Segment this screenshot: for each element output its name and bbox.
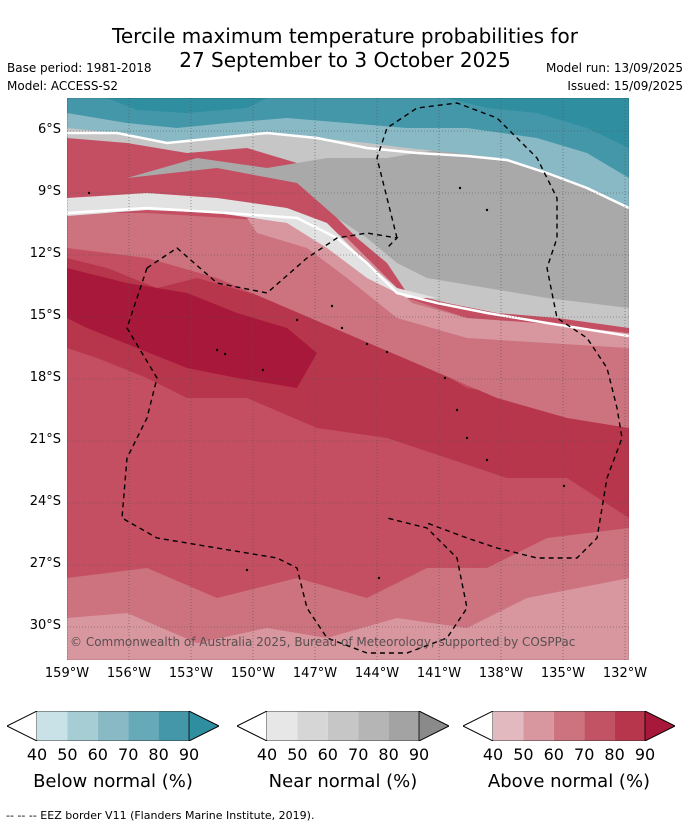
colorbar-segment bbox=[327, 711, 359, 741]
colorbar-min-arrow bbox=[237, 711, 268, 741]
colorbar-segment bbox=[37, 711, 68, 741]
colorbar-tick-label: 90 bbox=[634, 745, 656, 764]
lat-label: 15°S bbox=[29, 308, 61, 323]
lat-label: 9°S bbox=[37, 184, 61, 199]
colorbar-segment bbox=[158, 711, 189, 741]
colorbar-tick-label: 60 bbox=[317, 745, 338, 764]
colorbar-tick-label: 40 bbox=[482, 745, 504, 764]
above-normal-darkest-core bbox=[67, 268, 317, 388]
colorbar-segment bbox=[553, 711, 585, 741]
lat-label: 12°S bbox=[29, 246, 61, 261]
colorbar-segment bbox=[358, 711, 389, 741]
model-run: Model run: 13/09/2025 bbox=[545, 61, 683, 75]
eez-border-east bbox=[376, 102, 623, 559]
colorbar-segment bbox=[67, 711, 98, 741]
colorbar-segment bbox=[267, 711, 298, 741]
issued-date: Issued: 15/09/2025 bbox=[567, 79, 683, 93]
lat-label: 18°S bbox=[29, 370, 61, 385]
colorbar-tick-label: 60 bbox=[87, 745, 108, 764]
lat-label: 27°S bbox=[29, 556, 61, 571]
colorbar-tick-label: 90 bbox=[408, 745, 430, 764]
map-title-line1: Tercile maximum temperature probabilitie… bbox=[112, 24, 578, 48]
lon-label: 156°W bbox=[106, 666, 152, 681]
base-period: Base period: 1981-2018 bbox=[7, 61, 152, 75]
colorbar-segment bbox=[584, 711, 615, 741]
colorbar-label: Below normal (%) bbox=[33, 771, 193, 792]
lon-label: 144°W bbox=[354, 666, 400, 681]
eez-footnote: -- -- -- EEZ border V11 (Flanders Marine… bbox=[6, 809, 315, 822]
probability-map bbox=[67, 98, 629, 660]
lon-label: 147°W bbox=[292, 666, 338, 681]
colorbar-segment bbox=[97, 711, 129, 741]
colorbar-tick-label: 80 bbox=[378, 745, 399, 764]
lat-label: 24°S bbox=[29, 494, 61, 509]
colorbar-tick-label: 80 bbox=[604, 745, 625, 764]
colorbar-segment bbox=[493, 711, 524, 741]
colorbar-tick-label: 50 bbox=[57, 745, 78, 764]
eez-border-west bbox=[121, 232, 468, 654]
below-normal-dark bbox=[67, 98, 629, 178]
lon-label: 141°W bbox=[416, 666, 462, 681]
model-name: Model: ACCESS-S2 bbox=[7, 79, 119, 93]
lat-label: 6°S bbox=[37, 122, 61, 137]
colorbar-max-arrow bbox=[188, 711, 219, 741]
copyright-notice: © Commonwealth of Australia 2025, Bureau… bbox=[70, 635, 576, 649]
island-specks bbox=[87, 186, 566, 580]
colorbar-segment bbox=[614, 711, 645, 741]
colorbar-tick-label: 50 bbox=[513, 745, 534, 764]
colorbar-segment bbox=[297, 711, 328, 741]
lon-label: 135°W bbox=[540, 666, 586, 681]
below-normal-darkest bbox=[107, 98, 629, 148]
colorbar-tick-label: 50 bbox=[287, 745, 308, 764]
colorbar-tick-label: 70 bbox=[118, 745, 139, 764]
colorbar-segment bbox=[388, 711, 419, 741]
colorbar-tick-label: 70 bbox=[348, 745, 369, 764]
above-normal-lighter-south bbox=[67, 578, 629, 660]
colorbar-tick-label: 70 bbox=[574, 745, 595, 764]
lon-label: 159°W bbox=[44, 666, 90, 681]
above-normal-colorbar bbox=[463, 711, 675, 741]
colorbar-label: Near normal (%) bbox=[268, 771, 418, 792]
colorbar-min-arrow bbox=[7, 711, 38, 741]
above-normal-light-north bbox=[67, 213, 629, 428]
colorbar-label: Above normal (%) bbox=[487, 771, 651, 792]
category-boundary-south bbox=[67, 206, 629, 338]
colorbar-segment bbox=[128, 711, 159, 741]
lon-label: 138°W bbox=[478, 666, 524, 681]
colorbar-tick-label: 80 bbox=[148, 745, 169, 764]
near-normal-dark bbox=[127, 148, 629, 308]
lat-label: 30°S bbox=[29, 618, 61, 633]
colorbar-tick-label: 40 bbox=[26, 745, 48, 764]
colorbar-max-arrow bbox=[418, 711, 449, 741]
lon-label: 150°W bbox=[230, 666, 276, 681]
colorbar-tick-label: 40 bbox=[256, 745, 278, 764]
map-title-line2: 27 September to 3 October 2025 bbox=[179, 48, 511, 72]
colorbar-min-arrow bbox=[463, 711, 494, 741]
below-normal-colorbar bbox=[7, 711, 219, 741]
lat-label: 21°S bbox=[29, 432, 61, 447]
colorbar-max-arrow bbox=[644, 711, 675, 741]
colorbar-tick-label: 90 bbox=[178, 745, 200, 764]
grid-lines bbox=[67, 98, 629, 660]
category-boundary-north bbox=[67, 131, 629, 210]
lon-label: 132°W bbox=[602, 666, 648, 681]
colorbar-segment bbox=[523, 711, 554, 741]
near-normal-colorbar bbox=[237, 711, 449, 741]
lon-label: 153°W bbox=[168, 666, 214, 681]
colorbar-tick-label: 60 bbox=[543, 745, 564, 764]
